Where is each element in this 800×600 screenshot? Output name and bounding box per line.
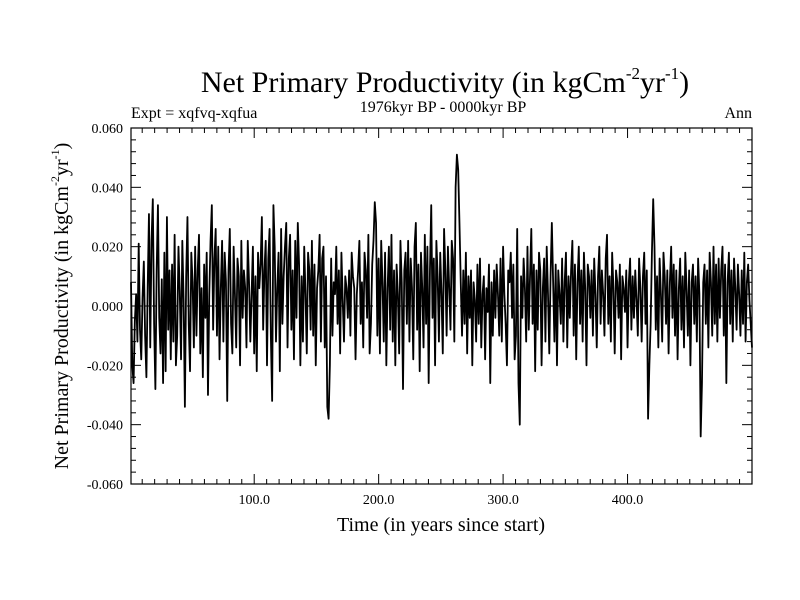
series-line <box>130 153 753 438</box>
y-tick-label: 0.060 <box>92 122 124 137</box>
ylabel-mid: yr <box>51 159 73 176</box>
title-sup1: -2 <box>626 64 640 83</box>
y-tick-label: 0.040 <box>92 181 124 196</box>
subtitle-center: 1976kyr BP - 0000kyr BP <box>360 99 527 116</box>
ylabel-sup1: -2 <box>48 176 62 186</box>
y-tick-label: -0.060 <box>87 478 123 493</box>
x-tick-label: 100.0 <box>238 493 270 508</box>
y-axis-label: Net Primary Productivity (in kgCm-2yr-1) <box>48 143 73 470</box>
y-tick-label: 0.020 <box>92 241 124 256</box>
y-tick-label: -0.020 <box>87 359 123 374</box>
x-axis-label: Time (in years since start) <box>337 514 545 536</box>
subtitle-right: Ann <box>724 105 752 122</box>
title-end: ) <box>679 66 689 99</box>
ylabel-main: Net Primary Productivity (in kgCm <box>51 186 73 470</box>
chart-title: Net Primary Productivity (in kgCm-2yr-1) <box>201 64 689 99</box>
x-tick-label: 300.0 <box>487 493 519 508</box>
y-tick-label: 0.000 <box>92 300 124 315</box>
title-main: Net Primary Productivity (in kgCm <box>201 66 626 99</box>
ylabel-end: ) <box>51 143 73 150</box>
ylabel-sup2: -1 <box>48 149 62 159</box>
title-sup2: -1 <box>665 64 679 83</box>
title-mid: yr <box>640 66 665 99</box>
ticks <box>131 127 753 485</box>
x-tick-label: 400.0 <box>612 493 644 508</box>
tick-labels: 0.060 0.040 0.020 0.000 -0.020 -0.040 -0.060 10… <box>87 122 643 508</box>
x-tick-label: 200.0 <box>363 493 395 508</box>
subtitle-left: Expt = xqfvq-xqfua <box>131 105 257 122</box>
y-tick-label: -0.040 <box>87 419 123 434</box>
